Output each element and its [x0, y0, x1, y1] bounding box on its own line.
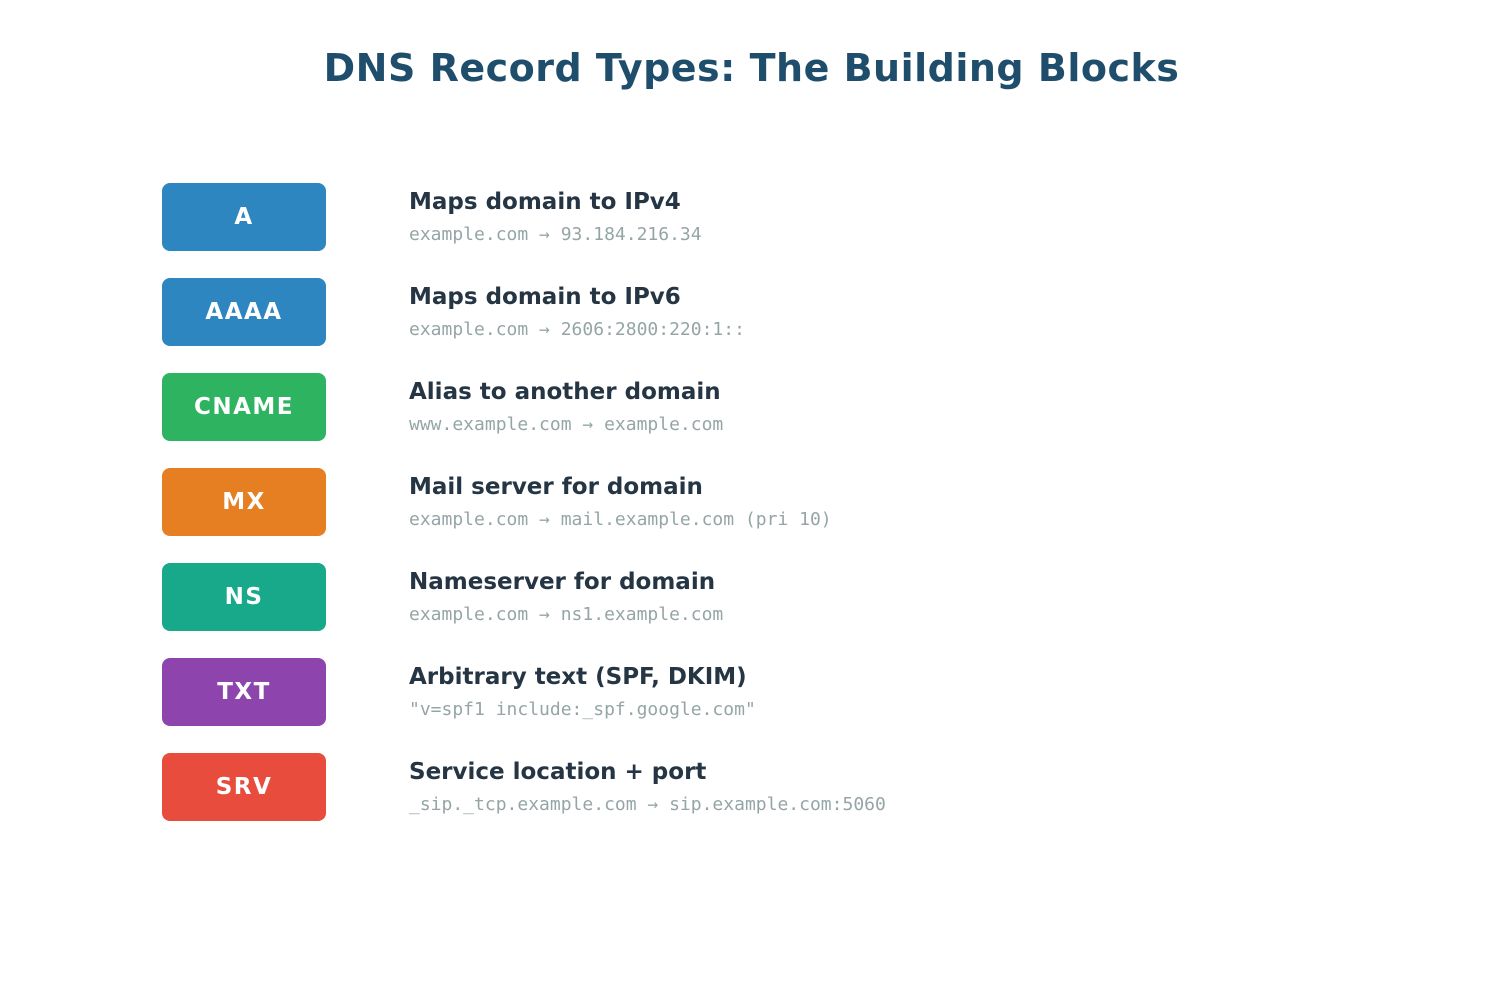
record-type-badge: SRV — [162, 753, 326, 821]
record-row: TXT Arbitrary text (SPF, DKIM) "v=spf1 i… — [162, 658, 886, 726]
record-description: Maps domain to IPv6 — [409, 283, 681, 310]
record-example: _sip._tcp.example.com → sip.example.com:… — [409, 793, 886, 815]
record-type-badge: TXT — [162, 658, 326, 726]
record-example: example.com → ns1.example.com — [409, 603, 724, 625]
record-description: Maps domain to IPv4 — [409, 188, 681, 215]
record-row: SRV Service location + port _sip._tcp.ex… — [162, 753, 886, 821]
record-row: CNAME Alias to another domain www.exampl… — [162, 373, 886, 441]
record-type-badge: MX — [162, 468, 326, 536]
page-title: DNS Record Types: The Building Blocks — [323, 46, 1180, 90]
record-texts: Service location + port _sip._tcp.exampl… — [409, 753, 886, 821]
record-texts: Arbitrary text (SPF, DKIM) "v=spf1 inclu… — [409, 658, 756, 726]
record-texts: Maps domain to IPv6 example.com → 2606:2… — [409, 278, 745, 346]
record-texts: Maps domain to IPv4 example.com → 93.184… — [409, 183, 702, 251]
record-texts: Alias to another domain www.example.com … — [409, 373, 723, 441]
record-row: AAAA Maps domain to IPv6 example.com → 2… — [162, 278, 886, 346]
record-description: Mail server for domain — [409, 473, 703, 500]
record-example: www.example.com → example.com — [409, 413, 724, 435]
record-type-badge: A — [162, 183, 326, 251]
record-example: example.com → 2606:2800:220:1:: — [409, 318, 745, 340]
record-description: Arbitrary text (SPF, DKIM) — [409, 663, 747, 690]
record-texts: Nameserver for domain example.com → ns1.… — [409, 563, 723, 631]
record-type-badge: NS — [162, 563, 326, 631]
record-type-badge: CNAME — [162, 373, 326, 441]
record-description: Service location + port — [409, 758, 707, 785]
record-description: Alias to another domain — [409, 378, 721, 405]
record-row: A Maps domain to IPv4 example.com → 93.1… — [162, 183, 886, 251]
record-texts: Mail server for domain example.com → mai… — [409, 468, 832, 536]
record-row: MX Mail server for domain example.com → … — [162, 468, 886, 536]
record-description: Nameserver for domain — [409, 568, 716, 595]
record-list: A Maps domain to IPv4 example.com → 93.1… — [162, 183, 886, 848]
record-type-badge: AAAA — [162, 278, 326, 346]
record-example: "v=spf1 include:_spf.google.com" — [409, 698, 756, 720]
record-row: NS Nameserver for domain example.com → n… — [162, 563, 886, 631]
record-example: example.com → 93.184.216.34 — [409, 223, 702, 245]
record-example: example.com → mail.example.com (pri 10) — [409, 508, 832, 530]
